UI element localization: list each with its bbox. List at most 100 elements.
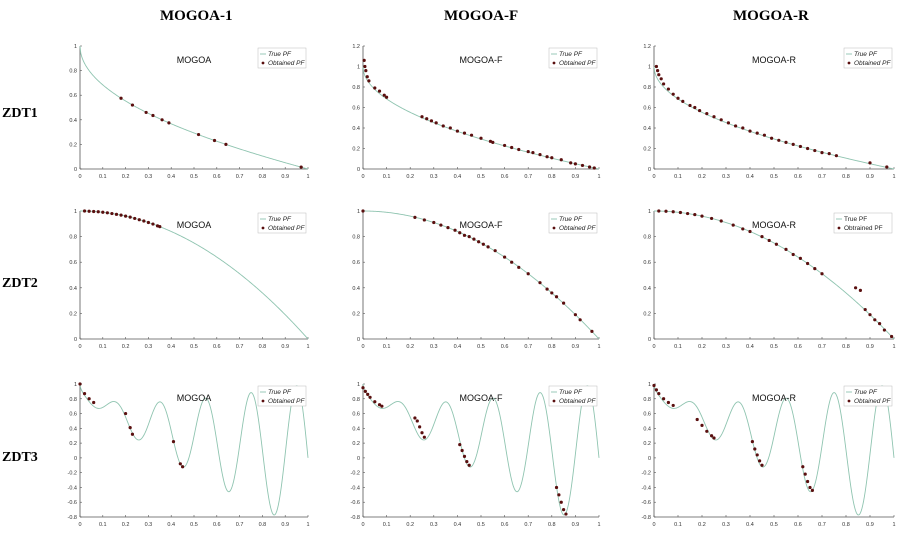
y-tick-label: 0: [357, 167, 360, 173]
legend-box: [843, 385, 893, 407]
obtained-pf-point: [820, 151, 824, 155]
obtained-pf-point: [554, 295, 559, 299]
y-tick-label: 0: [357, 456, 360, 462]
obtained-pf-point: [882, 328, 886, 332]
obtained-pf-point: [446, 226, 450, 230]
y-tick-label: -0.2: [68, 471, 77, 477]
obtained-pf-point: [373, 400, 377, 404]
obtained-pf-point: [460, 448, 464, 453]
x-tick-label: 1: [306, 522, 309, 528]
x-tick-label: 0.4: [746, 174, 754, 180]
obtained-pf-point: [517, 147, 521, 152]
row-title-zdt1: ZDT1: [2, 106, 38, 121]
obtained-pf-point: [592, 166, 596, 170]
x-tick-label: 0: [78, 522, 81, 528]
plot-title: MOGOA: [177, 220, 212, 230]
x-tick-label: 0.7: [818, 344, 826, 350]
y-tick-label: 0: [357, 337, 360, 343]
obtained-pf-point: [363, 64, 367, 69]
obtained-pf-point: [133, 216, 137, 221]
obtained-pf-point: [422, 435, 426, 439]
obtained-pf-point: [439, 223, 443, 227]
y-tick-label: 0.6: [352, 412, 360, 418]
legend-box: [257, 385, 307, 407]
obtained-pf-point: [377, 89, 382, 93]
obtained-pf-point: [124, 214, 128, 218]
x-tick-label: 0: [361, 344, 364, 350]
obtained-pf-point: [562, 301, 566, 305]
obtained-pf-point: [748, 129, 752, 133]
obtained-pf-point: [798, 256, 802, 260]
x-tick-label: 0.6: [794, 522, 802, 528]
plot-title: MOGOA-F: [460, 220, 503, 230]
obtained-pf-point: [467, 463, 471, 467]
y-tick-label: -0.4: [68, 485, 77, 491]
legend-true-pf-label: True PF: [559, 51, 583, 58]
obtained-pf-point: [453, 228, 457, 232]
legend-true-pf-label: True PF: [559, 389, 583, 396]
obtained-pf-point: [657, 209, 661, 213]
y-tick-label: 0.8: [352, 397, 360, 403]
legend-obtained-pf-label: Obtained PF: [854, 398, 892, 405]
chart-panel-zdt3-mogoa-r: 0 0.1 0.2 0.3 0.4 0.5 0.6 0.7 0.8 0.9 1 -0.8 -0.6 -0.…: [636, 378, 898, 538]
legend-box: [833, 212, 893, 234]
obtained-pf-point: [693, 212, 697, 217]
obtained-pf-point: [429, 119, 434, 123]
obtained-pf-point: [834, 154, 838, 158]
obtained-pf-point: [477, 240, 481, 244]
obtained-pf-point: [808, 485, 812, 490]
chart-panel-zdt2-mogoa-r: 0 0.1 0.2 0.3 0.4 0.5 0.6 0.7 0.8 0.9 1 0 0.2 0.4 0.6 0…: [636, 205, 898, 360]
x-tick-label: 0.9: [572, 522, 580, 528]
x-tick-label: 0.1: [383, 344, 391, 350]
obtained-pf-point: [813, 267, 817, 271]
obtained-pf-point: [78, 382, 82, 386]
x-tick-label: 0.9: [281, 522, 289, 528]
true-pf-curve: [362, 383, 600, 516]
y-tick-label: -0.4: [351, 485, 360, 491]
y-tick-label: 0.2: [643, 147, 651, 153]
obtained-pf-point: [559, 500, 563, 504]
chart-svg: 0 0.1 0.2 0.3 0.4 0.5 0.6 0.7 0.8 0.9 1 0 0.2 0.4 0.6 0…: [69, 44, 309, 180]
legend-true-pf-label: True PF: [268, 51, 292, 58]
obtained-pf-point: [448, 126, 452, 130]
obtained-pf-point: [361, 386, 365, 390]
obtained-pf-point: [719, 219, 723, 223]
obtained-pf-point: [712, 436, 716, 440]
obtained-pf-point: [367, 79, 371, 83]
obtained-pf-point: [573, 162, 577, 166]
obtained-pf-point: [580, 163, 585, 168]
obtained-pf-point: [734, 124, 738, 128]
legend-obtained-pf-label: Obtrained PF: [844, 225, 883, 232]
obtained-pf-point: [760, 235, 764, 239]
obtained-pf-point: [810, 488, 814, 492]
obtained-pf-point: [659, 77, 663, 81]
x-tick-label: 0.4: [746, 344, 754, 350]
x-tick-label: 0.2: [122, 522, 130, 528]
obtained-pf-point: [420, 431, 424, 435]
obtained-pf-point: [531, 151, 535, 155]
y-tick-label: 0.6: [69, 93, 77, 99]
y-tick-label: 1: [74, 209, 77, 215]
y-tick-label: 0.2: [352, 311, 360, 317]
x-tick-label: 0.9: [866, 522, 874, 528]
x-tick-label: 0.5: [190, 174, 198, 180]
obtained-pf-point: [114, 212, 119, 216]
obtained-pf-point: [698, 108, 702, 113]
obtained-pf-point: [137, 218, 141, 222]
obtained-pf-point: [806, 479, 810, 484]
x-tick-label: 1: [892, 522, 895, 528]
obtained-pf-point: [731, 223, 735, 227]
x-tick-label: 0: [652, 174, 655, 180]
obtained-pf-point: [212, 138, 217, 143]
true-pf-curve: [653, 66, 895, 170]
y-tick-label: 0.4: [352, 126, 360, 132]
obtained-pf-point: [366, 392, 370, 396]
x-tick-label: 0.3: [145, 522, 153, 528]
x-tick-label: 0.6: [501, 174, 509, 180]
y-tick-label: 0.2: [69, 441, 77, 447]
x-tick-label: 0.1: [99, 344, 107, 350]
legend-obtained-pf-label: Obtained PF: [559, 225, 597, 232]
obtained-pf-point: [144, 110, 148, 115]
column-title-mogoa-r: MOGOA-R: [733, 8, 809, 24]
x-tick-label: 0.5: [190, 344, 198, 350]
